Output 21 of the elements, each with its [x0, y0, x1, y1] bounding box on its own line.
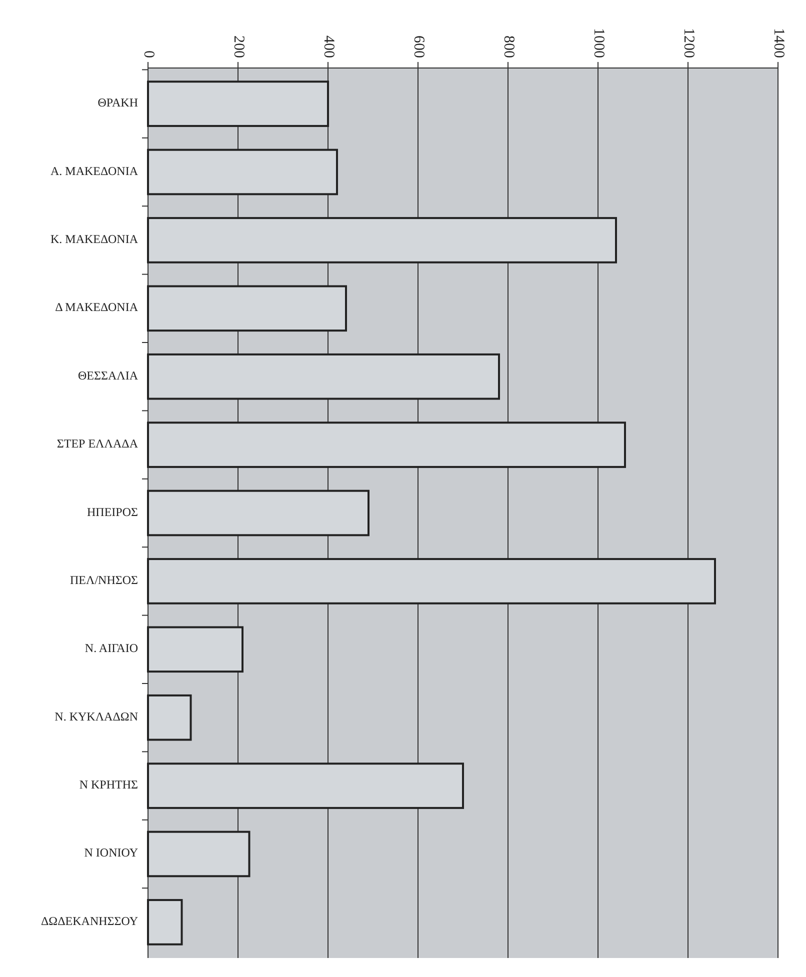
x-tick-label: 200: [230, 36, 247, 58]
x-tick-label: 1400: [770, 28, 787, 58]
x-tick-label: 0: [140, 50, 157, 58]
y-tick-label: Ν ΙΟΝΙΟΥ: [84, 846, 138, 860]
y-tick-label: ΗΠΕΙΡΟΣ: [87, 504, 138, 519]
y-tick-label: Ν ΚΡΗΤΗΣ: [79, 778, 138, 792]
x-tick-label: 800: [500, 36, 517, 58]
y-tick-label: ΠΕΛ/ΝΗΣΟΣ: [70, 572, 138, 587]
y-tick-label: ΘΕΣΣΑΛΙΑ: [78, 368, 138, 382]
y-tick-label: ΣΤΕΡ ΕΛΛΑΔΑ: [56, 436, 138, 451]
y-tick-label: Ν. ΚΥΚΛΑΔΩΝ: [54, 709, 138, 724]
y-tick-label: Δ ΜΑΚΕΔΟΝΙΑ: [55, 300, 138, 314]
y-tick-label: ΔΩΔΕΚΑΝΗΣΣΟΥ: [40, 914, 138, 928]
x-tick-label: 1000: [590, 28, 607, 58]
y-tick-label: Ν. ΑΙΓΑΙΟ: [84, 641, 138, 656]
y-tick-label: Α. ΜΑΚΕΔΟΝΙΑ: [50, 164, 138, 178]
y-tick-label: ΘΡΑΚΗ: [98, 96, 138, 110]
x-tick-label: 400: [320, 36, 337, 58]
x-tick-label: 1200: [680, 28, 697, 58]
x-tick-label: 600: [410, 36, 427, 58]
y-tick-label: Κ. ΜΑΚΕΔΟΝΙΑ: [50, 232, 138, 246]
